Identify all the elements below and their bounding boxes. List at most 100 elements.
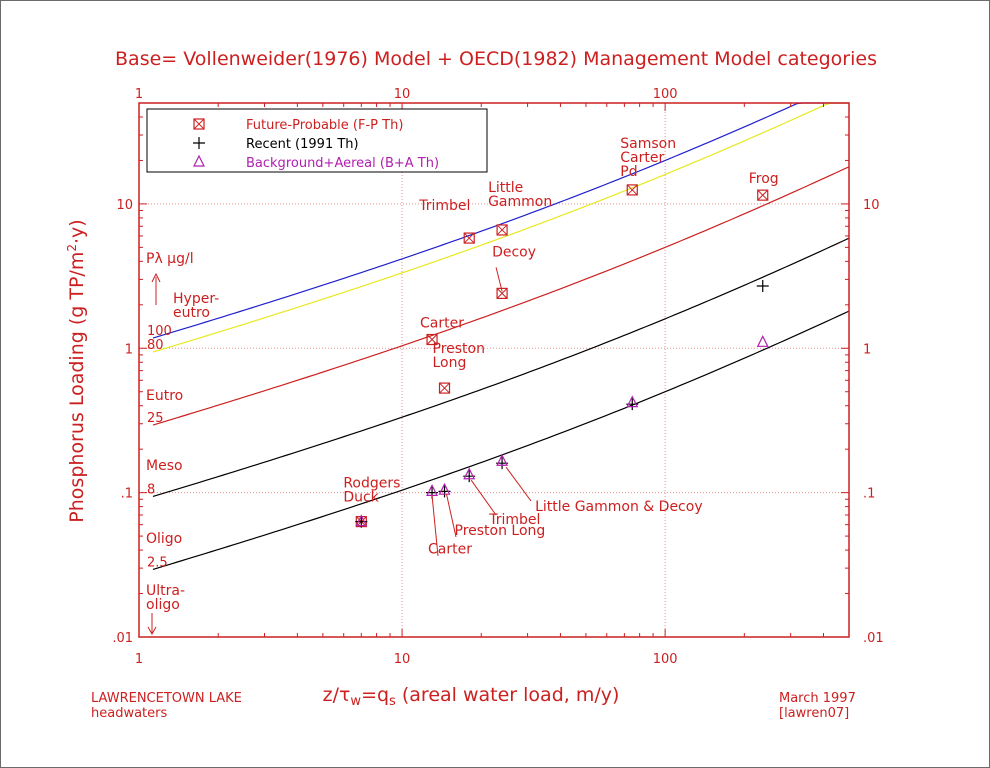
curve-25 — [152, 166, 850, 426]
point-label-11: Carter — [428, 541, 472, 557]
point-s0-2-x — [439, 382, 450, 394]
curve-label-100: 100 — [147, 324, 172, 339]
leader-line-3 — [446, 494, 457, 538]
footer-date: March 1997 — [779, 691, 856, 706]
point-label-2: Long — [433, 355, 467, 371]
y-axis-label: Phosphorus Loading (g TP/m2·y) — [65, 219, 88, 522]
point-label-7: Frog — [749, 171, 779, 187]
curve-label-25: 25 — [147, 411, 164, 426]
leader-line-1 — [505, 466, 532, 502]
data-points — [355, 184, 769, 528]
point-s0-7 — [757, 189, 769, 201]
point-s2-3 — [463, 467, 476, 480]
x-tick-label-top-1: 10 — [394, 87, 411, 102]
point-s2-2 — [438, 482, 451, 495]
point-s0-1-x — [426, 334, 438, 345]
trophic-label-4: Ultra- — [146, 583, 185, 599]
y-tick-label-right-1: .1 — [863, 487, 875, 502]
point-label-6: Samson — [620, 136, 676, 152]
curve-80 — [152, 102, 849, 353]
point-label-10: Preston Long — [455, 523, 546, 539]
point-label-2: Preston — [433, 341, 485, 357]
legend: Future-Probable (F-P Th) Recent (1991 Th)… — [146, 108, 488, 173]
up-arrowhead-icon — [151, 272, 161, 283]
point-s1-6 — [756, 279, 769, 292]
legend-marker-2 — [193, 154, 205, 167]
point-s2-6 — [756, 334, 769, 347]
trophic-label-0: eutro — [173, 305, 210, 321]
point-s0-3 — [463, 232, 475, 244]
legend-marker-0 — [193, 118, 205, 130]
leader-line-0 — [495, 267, 503, 292]
point-label-6: Pd — [620, 164, 637, 180]
legend-label-1: Recent (1991 Th) — [246, 137, 359, 152]
legend-label-0: Future-Probable (F-P Th) — [246, 118, 403, 133]
axis-ticks: 1 1 10 10 100 100 .01 .01 .1 .1 1 1 10 10 — [112, 87, 883, 667]
point-s0-4 — [496, 224, 508, 236]
point-s0-3-x — [463, 232, 475, 244]
legend-marker-1 — [193, 137, 205, 149]
trophic-label-1: Eutro — [146, 388, 183, 404]
down-arrowhead-icon — [147, 626, 157, 636]
x-tick-label-top-2: 100 — [653, 87, 678, 102]
point-s0-5 — [496, 287, 508, 299]
x-tick-label-bottom-2: 100 — [653, 652, 678, 667]
curve-label-8: 8 — [147, 482, 155, 497]
footer-basin: headwaters — [91, 706, 167, 721]
point-s2-0 — [355, 514, 368, 527]
point-label-4: Little — [488, 180, 523, 196]
point-label-0: Rodgers — [343, 476, 400, 492]
point-s0-2 — [438, 382, 451, 394]
model-curves — [152, 102, 850, 570]
point-label-8: Little Gammon & Decoy — [535, 499, 703, 515]
y-tick-label-left-1: .1 — [121, 487, 133, 502]
trophic-label-4: oligo — [146, 597, 180, 613]
point-label-1: Carter — [420, 316, 464, 332]
x-axis-label: z/τw=qs (areal water load, m/y) — [323, 684, 620, 709]
point-label-4: Gammon — [488, 194, 552, 210]
chart-title: Base= Vollenweider(1976) Model + OECD(19… — [115, 48, 877, 70]
x-tick-label-bottom-1: 10 — [394, 652, 411, 667]
y-tick-label-right-0: .01 — [863, 631, 884, 646]
trophic-label-2: Meso — [146, 458, 183, 474]
point-label-3: Trimbel — [418, 198, 470, 214]
point-s0-4-x — [496, 224, 508, 236]
leader-line-4 — [431, 495, 439, 557]
footer-code: [lawren07] — [779, 706, 849, 721]
point-s0-5-x — [496, 288, 508, 299]
trophic-label-0: Hyper- — [173, 291, 219, 307]
y-tick-label-left-3: 10 — [116, 198, 133, 213]
point-label-5: Decoy — [492, 244, 536, 260]
curve-2.5 — [152, 310, 850, 570]
point-s0-1 — [426, 333, 438, 346]
plot-area — [138, 102, 850, 638]
y-tick-label-right-3: 10 — [863, 198, 880, 213]
point-s0-6 — [626, 184, 638, 196]
grid-lines — [139, 103, 849, 637]
point-label-9: Trimbel — [488, 512, 540, 528]
x-tick-label-bottom-0: 1 — [135, 652, 143, 667]
point-s2-4 — [496, 453, 509, 466]
point-s0-6-x — [626, 184, 638, 196]
curve-label-80: 80 — [147, 338, 164, 353]
p-label: Pλ μg/l — [146, 251, 194, 267]
footer-lake: LAWRENCETOWN LAKE — [91, 691, 242, 706]
curve-8 — [152, 237, 850, 498]
point-labels: RodgersDuckCarterPrestonLongTrimbelLittl… — [343, 136, 778, 557]
leader-line-2 — [470, 479, 497, 516]
point-s2-5 — [626, 395, 639, 408]
legend-marker-0-x — [193, 118, 205, 130]
y-tick-label-left-2: 1 — [125, 342, 133, 357]
legend-label-2: Background+Aereal (B+A Th) — [246, 156, 439, 171]
curve-label-2.5: 2.5 — [147, 555, 168, 570]
trophic-label-3: Oligo — [146, 531, 182, 547]
point-label-6: Carter — [620, 150, 664, 166]
trophic-annotations: Pλ μg/l Hyper-eutro Eutro Meso Oligo Ultra-ol… — [146, 251, 219, 636]
curve-100 — [152, 102, 849, 339]
point-label-0: Duck — [343, 490, 379, 506]
point-s0-7-x — [757, 189, 769, 201]
y-tick-label-right-2: 1 — [863, 342, 871, 357]
